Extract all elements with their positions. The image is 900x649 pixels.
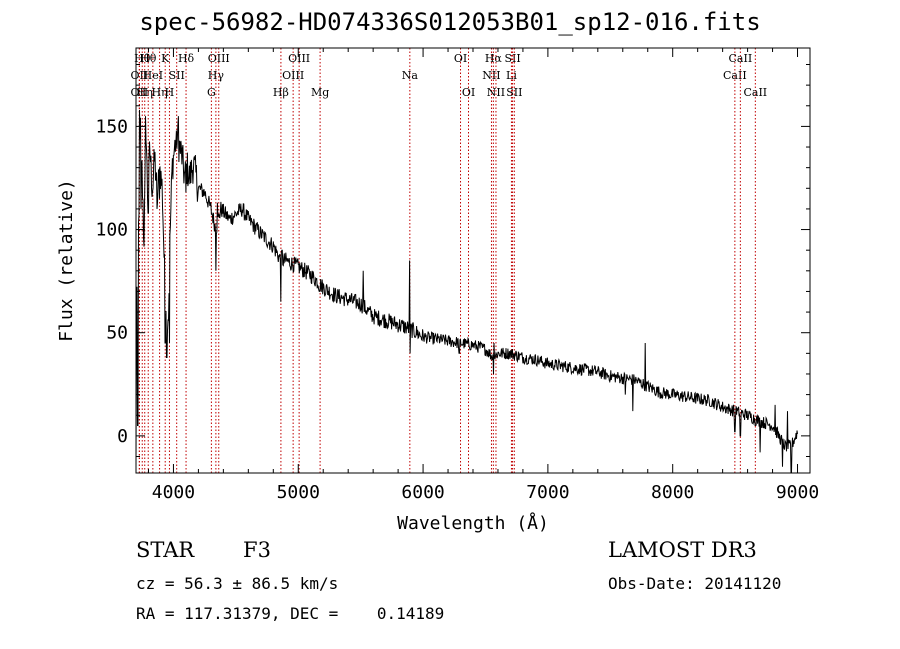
y-tick-label: 100: [95, 220, 128, 241]
spectral-line-label: CaII: [743, 86, 767, 99]
spectral-line-label: CaII: [723, 69, 747, 82]
spectral-line-label: Hγ: [208, 69, 225, 82]
spectral-line-label: G: [207, 86, 216, 99]
spectral-line-label: CaII: [729, 52, 753, 65]
spectral-line-label: Li: [506, 69, 517, 82]
spectral-line-label: Hβ: [273, 86, 289, 99]
spectral-line-label: NII: [482, 69, 500, 82]
survey-label: LAMOST DR3: [608, 538, 757, 562]
spectral-line-label: Hθ: [140, 52, 157, 65]
x-tick-label: 8000: [651, 482, 694, 503]
x-tick-label: 9000: [776, 482, 819, 503]
spectral-line-label: K: [161, 52, 170, 65]
y-tick-label: 150: [95, 116, 128, 137]
object-subclass: F3: [243, 538, 271, 562]
y-axis-label: Flux (relative): [56, 179, 77, 342]
x-tick-label: 6000: [401, 482, 444, 503]
spectral-line-label: Hδ: [178, 52, 195, 65]
spectral-line-label: NII: [487, 86, 505, 99]
spectral-line-label: OII: [131, 86, 149, 99]
object-class: STAR: [136, 538, 195, 562]
x-axis-label: Wavelength (Å): [397, 512, 549, 534]
spectral-line-label: Mg: [311, 86, 329, 99]
x-tick-label: 7000: [526, 482, 569, 503]
spectral-line-label: SII: [169, 69, 185, 82]
x-tick-label: 5000: [277, 482, 320, 503]
spectral-line-label: OI: [462, 86, 475, 99]
y-tick-label: 0: [117, 426, 128, 447]
spectral-line-label: Hη: [151, 86, 167, 99]
spectral-line-label: OIII: [282, 69, 304, 82]
spectral-line-label: SII: [506, 86, 522, 99]
redshift-velocity: cz = 56.3 ± 86.5 km/s: [136, 574, 339, 593]
flux-series: [135, 109, 798, 473]
spectral-line-label: OIII: [208, 52, 230, 65]
spectral-line-label: SII: [504, 52, 520, 65]
spectral-line-label: Hα: [485, 52, 503, 65]
spectral-line-label: OIII: [288, 52, 310, 65]
spectral-line-label: Na: [402, 69, 419, 82]
observation-date: Obs-Date: 20141120: [608, 574, 782, 593]
coordinates: RA = 117.31379, DEC = 0.14189: [136, 604, 445, 623]
plot-frame: [135, 47, 811, 474]
spectral-line-label: H: [165, 86, 175, 99]
chart-title: spec-56982-HD074336S012053B01_sp12-016.f…: [139, 8, 761, 36]
spectral-line-label: OII: [131, 69, 149, 82]
spectral-line-label: OI: [454, 52, 467, 65]
spectral-line-label: HeI: [143, 69, 163, 82]
spectral-line-label: Hθ: [134, 52, 151, 65]
y-tick-label: 50: [106, 323, 128, 344]
spectral-line-label: Hη: [137, 86, 153, 99]
x-tick-label: 4000: [152, 482, 195, 503]
